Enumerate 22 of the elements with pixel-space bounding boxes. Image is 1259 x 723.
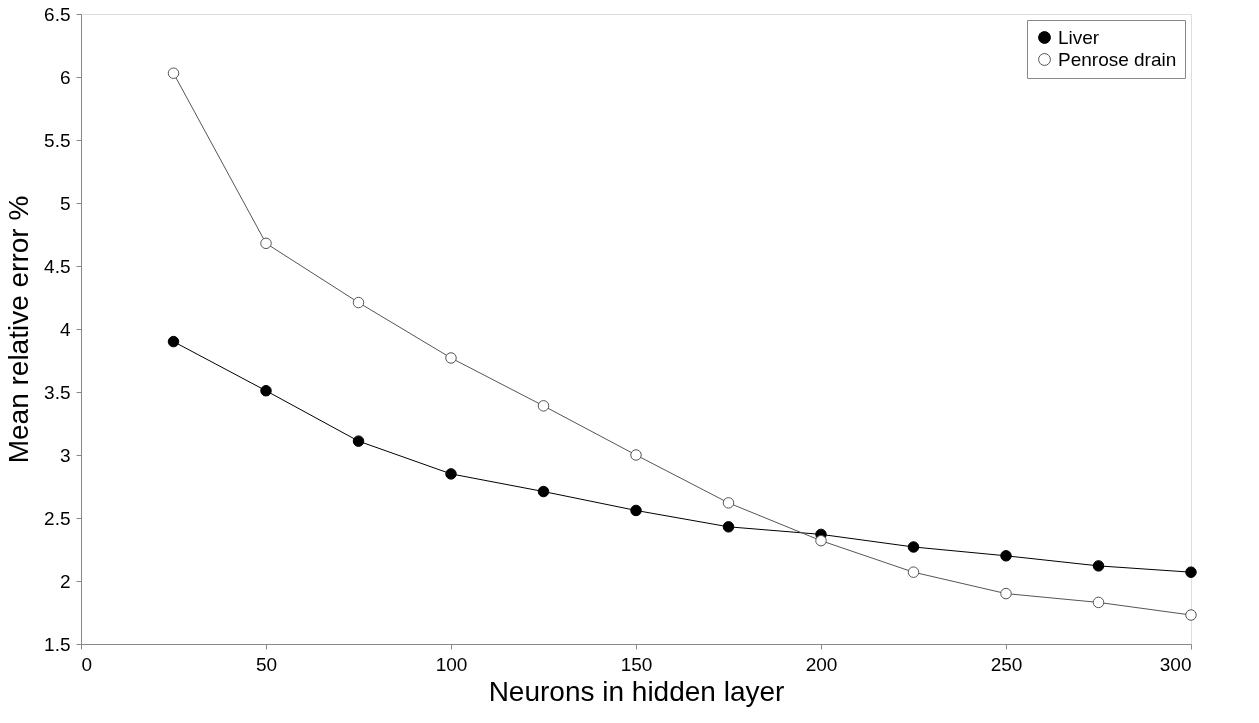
- y-tick-label: 3: [59, 444, 71, 466]
- x-tick-label: 200: [805, 653, 838, 675]
- legend-label: Penrose drain: [1058, 48, 1177, 70]
- y-tick-label: 2.5: [44, 507, 71, 529]
- x-tick-label: 50: [255, 653, 278, 675]
- x-tick-label: 250: [990, 653, 1023, 675]
- x-tick-label: 100: [435, 653, 468, 675]
- x-tick-label: 300: [1159, 653, 1192, 675]
- y-tick-label: 3.5: [44, 381, 71, 403]
- x-axis-title: Neurons in hidden layer: [488, 675, 785, 707]
- y-tick-label: 1.5: [44, 633, 71, 655]
- y-tick-label: 4.5: [44, 255, 71, 277]
- legend-label: Liver: [1058, 26, 1100, 48]
- y-axis-title: Mean relative error %: [3, 195, 35, 464]
- y-tick-label: 5.5: [44, 129, 71, 151]
- y-tick-label: 6.5: [44, 3, 71, 25]
- y-tick-label: 5: [59, 192, 71, 214]
- x-tick-label: 0: [81, 653, 93, 675]
- y-tick-label: 4: [59, 318, 71, 340]
- y-tick-label: 2: [59, 570, 71, 592]
- y-tick-label: 6: [59, 66, 71, 88]
- x-tick-label: 150: [620, 653, 653, 675]
